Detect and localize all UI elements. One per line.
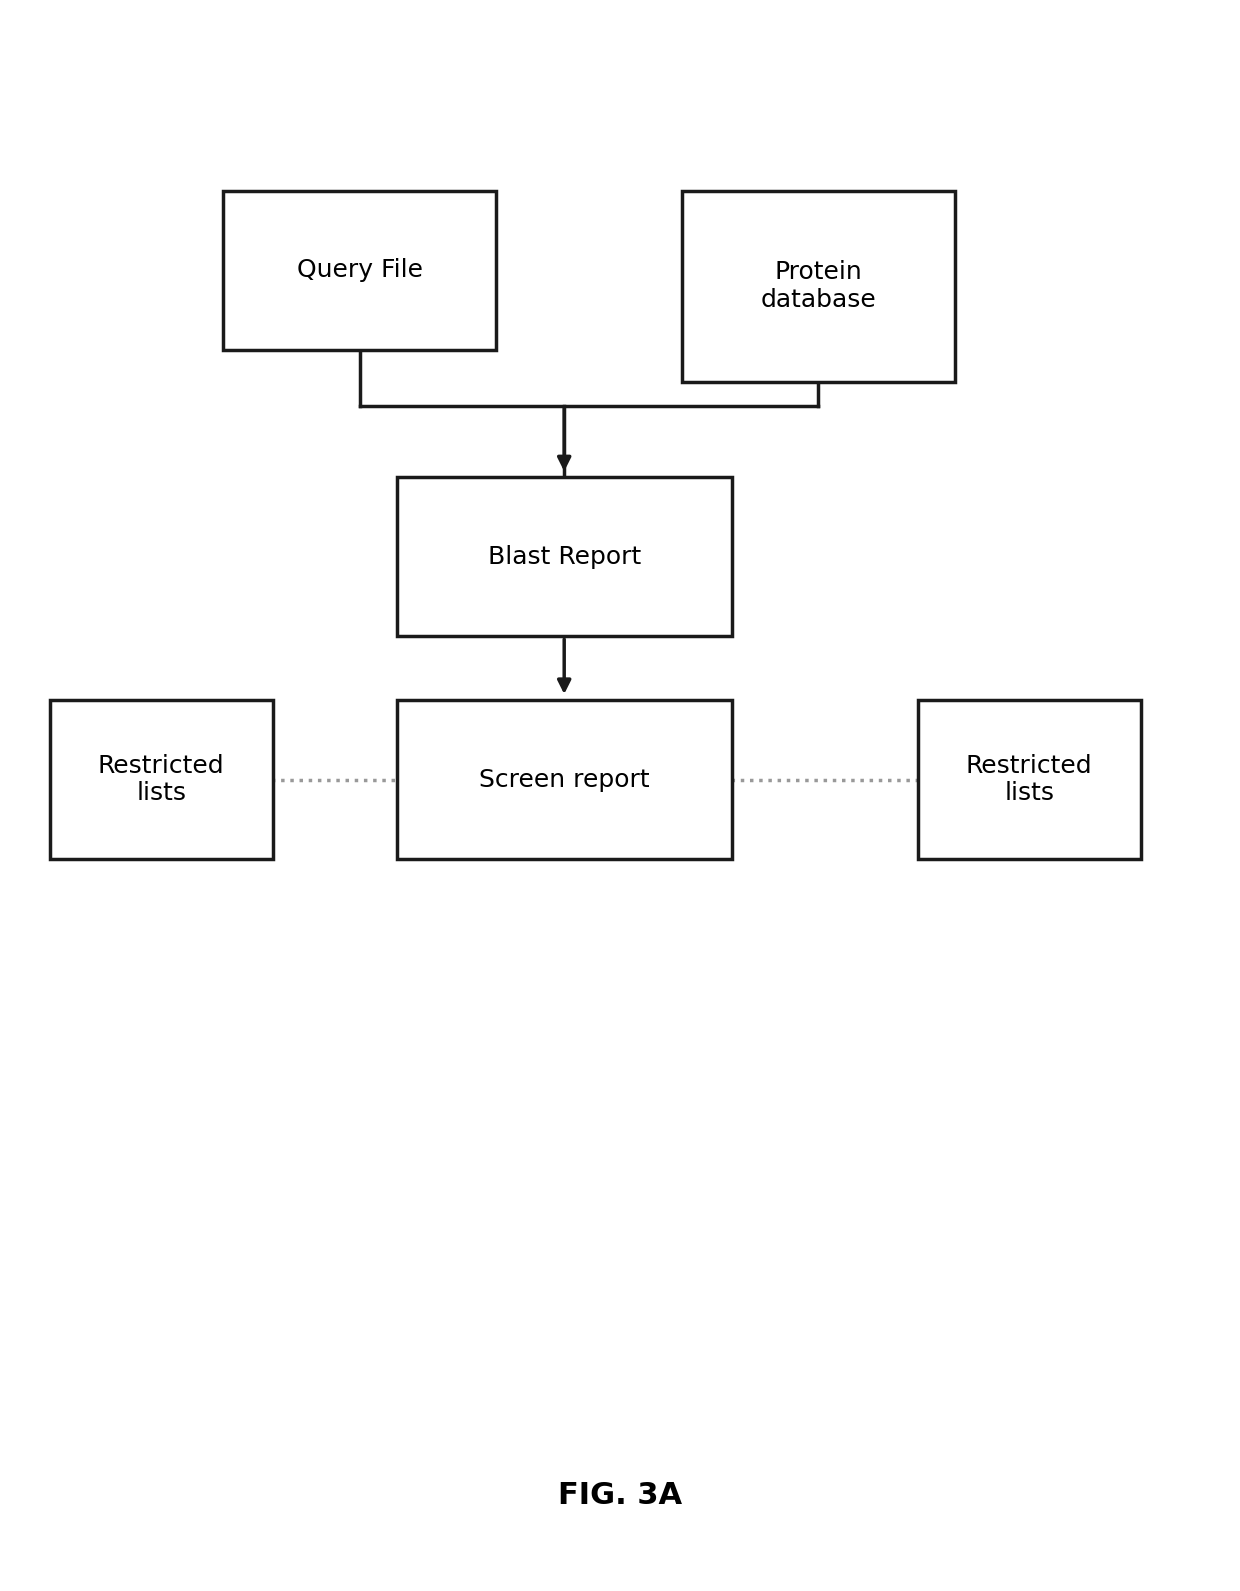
Text: Screen report: Screen report (479, 767, 650, 792)
Text: Restricted
lists: Restricted lists (98, 754, 224, 805)
Text: Blast Report: Blast Report (487, 544, 641, 570)
FancyBboxPatch shape (397, 477, 732, 636)
FancyBboxPatch shape (223, 191, 496, 350)
Text: Protein
database: Protein database (760, 261, 877, 312)
Text: FIG. 3A: FIG. 3A (558, 1481, 682, 1510)
Text: Restricted
lists: Restricted lists (966, 754, 1092, 805)
FancyBboxPatch shape (397, 700, 732, 859)
FancyBboxPatch shape (682, 191, 955, 382)
FancyBboxPatch shape (918, 700, 1141, 859)
Text: Query File: Query File (296, 258, 423, 283)
FancyBboxPatch shape (50, 700, 273, 859)
